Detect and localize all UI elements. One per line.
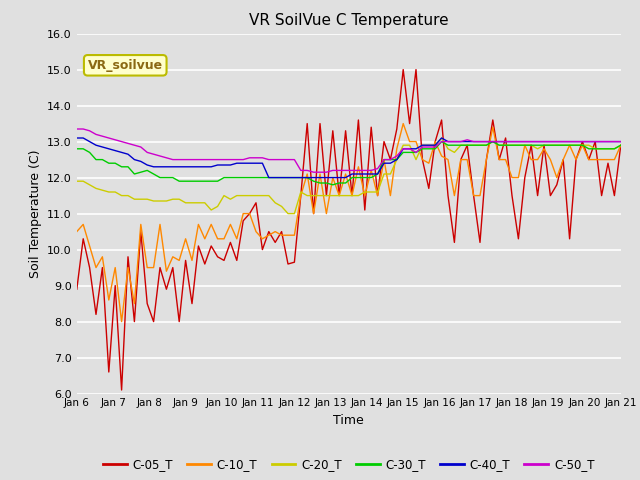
C-20_T	[86, 182, 93, 188]
C-05_T	[547, 193, 554, 199]
C-50_T	[342, 168, 349, 173]
C-10_T	[617, 142, 625, 148]
C-20_T	[73, 178, 81, 184]
C-20_T	[547, 142, 554, 148]
C-10_T	[86, 243, 93, 249]
C-20_T	[438, 135, 445, 141]
X-axis label: Time: Time	[333, 414, 364, 427]
C-05_T	[342, 128, 349, 134]
C-30_T	[502, 142, 509, 148]
C-10_T	[342, 171, 349, 177]
Text: VR_soilvue: VR_soilvue	[88, 59, 163, 72]
C-05_T	[99, 265, 106, 271]
Line: C-40_T: C-40_T	[77, 138, 621, 178]
C-30_T	[131, 171, 138, 177]
C-20_T	[502, 142, 509, 148]
Title: VR SoilVue C Temperature: VR SoilVue C Temperature	[249, 13, 449, 28]
C-40_T	[540, 139, 548, 144]
C-20_T	[99, 187, 106, 193]
C-50_T	[617, 139, 625, 144]
Line: C-50_T: C-50_T	[77, 129, 621, 172]
C-10_T	[547, 156, 554, 162]
C-50_T	[310, 169, 317, 175]
C-50_T	[540, 139, 548, 144]
C-20_T	[617, 142, 625, 148]
Legend: C-05_T, C-10_T, C-20_T, C-30_T, C-40_T, C-50_T: C-05_T, C-10_T, C-20_T, C-30_T, C-40_T, …	[99, 454, 599, 476]
Line: C-10_T: C-10_T	[77, 124, 621, 322]
C-30_T	[329, 182, 337, 188]
C-40_T	[265, 175, 273, 180]
C-30_T	[547, 142, 554, 148]
C-50_T	[86, 128, 93, 134]
C-20_T	[284, 211, 292, 216]
C-40_T	[86, 139, 93, 144]
C-40_T	[99, 144, 106, 150]
C-10_T	[99, 254, 106, 260]
C-50_T	[131, 142, 138, 148]
Line: C-20_T: C-20_T	[77, 138, 621, 214]
C-05_T	[399, 67, 407, 72]
C-20_T	[342, 193, 349, 199]
C-30_T	[86, 150, 93, 156]
C-10_T	[118, 319, 125, 324]
C-40_T	[617, 139, 625, 144]
C-05_T	[73, 286, 81, 292]
C-10_T	[502, 156, 509, 162]
C-40_T	[342, 175, 349, 180]
C-50_T	[73, 126, 81, 132]
C-30_T	[617, 142, 625, 148]
C-30_T	[73, 146, 81, 152]
C-10_T	[73, 229, 81, 235]
C-30_T	[99, 156, 106, 162]
C-30_T	[342, 180, 349, 186]
C-10_T	[399, 121, 407, 127]
Line: C-30_T: C-30_T	[77, 142, 621, 185]
C-05_T	[118, 387, 125, 393]
C-30_T	[438, 139, 445, 144]
C-05_T	[86, 265, 93, 271]
C-10_T	[137, 222, 145, 228]
C-05_T	[137, 229, 145, 235]
C-40_T	[131, 156, 138, 162]
C-05_T	[617, 142, 625, 148]
Line: C-05_T: C-05_T	[77, 70, 621, 390]
C-40_T	[495, 139, 503, 144]
C-40_T	[73, 135, 81, 141]
Y-axis label: Soil Temperature (C): Soil Temperature (C)	[29, 149, 42, 278]
C-20_T	[131, 196, 138, 202]
C-50_T	[99, 133, 106, 139]
C-50_T	[495, 139, 503, 144]
C-05_T	[502, 135, 509, 141]
